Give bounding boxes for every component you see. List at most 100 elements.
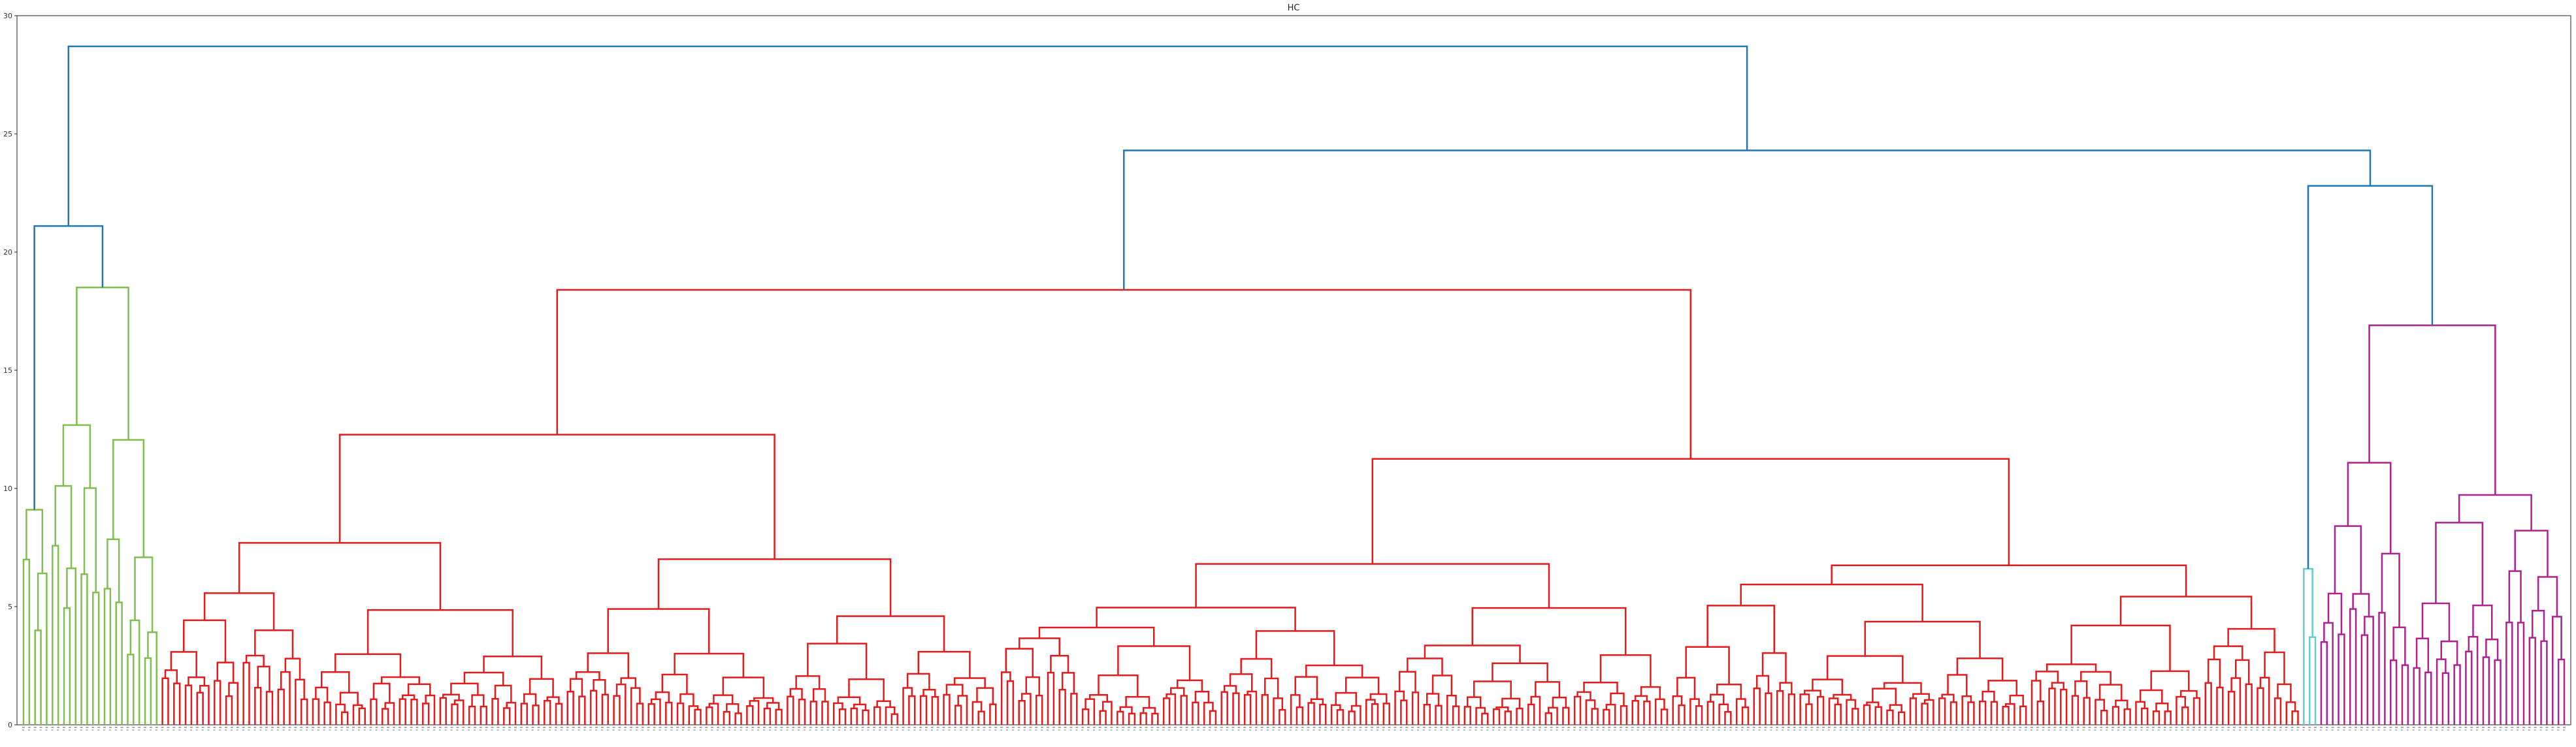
dendrogram-link xyxy=(1864,620,1981,659)
dendrogram-link xyxy=(749,700,760,725)
dendrogram-link xyxy=(1812,678,1844,695)
dendrogram-link xyxy=(468,705,476,725)
dendrogram-link xyxy=(1220,691,1228,725)
dendrogram-link xyxy=(1787,693,1796,725)
dendrogram-link xyxy=(953,677,986,688)
dendrogram-link xyxy=(890,713,898,725)
dendrogram-link xyxy=(1828,697,1839,725)
dendrogram-link xyxy=(821,701,829,725)
dendrogram-link xyxy=(471,694,485,707)
dendrogram-link xyxy=(1125,696,1150,708)
dendrogram-link xyxy=(2347,462,2392,554)
dendrogram-link xyxy=(76,287,129,440)
dendrogram-link xyxy=(1139,712,1147,725)
dendrogram-link xyxy=(1492,708,1501,725)
dendrogram-link xyxy=(381,708,389,725)
dendrogram-link xyxy=(1426,693,1440,706)
dendrogram-link xyxy=(2424,671,2432,725)
dendrogram-link xyxy=(2360,634,2369,725)
dendrogram-link xyxy=(862,709,870,725)
dendrogram-link xyxy=(33,225,104,510)
dendrogram-link xyxy=(214,680,221,725)
dendrogram-link xyxy=(1229,673,1253,691)
dendrogram-link xyxy=(795,675,821,690)
dendrogram-link xyxy=(1382,703,1390,725)
dendrogram-link xyxy=(2111,706,2120,725)
dendrogram-link xyxy=(1398,671,1416,693)
dendrogram-link xyxy=(1232,692,1240,725)
dendrogram-link xyxy=(2338,633,2345,725)
y-tick-label: 20 xyxy=(3,248,12,257)
dendrogram-link xyxy=(2368,324,2496,495)
dendrogram-link xyxy=(184,684,193,725)
dendrogram-link xyxy=(164,669,178,684)
dendrogram-link xyxy=(2152,710,2160,725)
dendrogram-link xyxy=(989,703,997,725)
dendrogram-link xyxy=(22,558,31,725)
dendrogram-link xyxy=(809,701,817,725)
dendrogram-link xyxy=(2083,697,2091,725)
dendrogram-link xyxy=(34,629,42,725)
dendrogram-link xyxy=(2364,616,2374,725)
dendrogram-link xyxy=(2392,626,2406,665)
dendrogram-link xyxy=(544,699,551,725)
dendrogram-link xyxy=(463,671,504,686)
dendrogram-link xyxy=(746,705,754,725)
dendrogram-link xyxy=(203,592,275,631)
dendrogram-link xyxy=(908,695,916,725)
dendrogram-link xyxy=(836,615,945,652)
dendrogram-link xyxy=(2176,695,2186,725)
dendrogram-link xyxy=(1119,706,1133,714)
dendrogram-link xyxy=(2213,645,2243,660)
dendrogram-link xyxy=(2413,667,2421,725)
dendrogram-link xyxy=(1365,699,1376,725)
dendrogram-link xyxy=(1912,693,1930,701)
dendrogram-link xyxy=(2307,185,2434,569)
y-tick-label: 0 xyxy=(8,721,12,729)
dendrogram-link xyxy=(798,699,806,725)
dendrogram-link xyxy=(1741,707,1750,725)
dendrogram-link xyxy=(1435,705,1443,725)
dendrogram-link xyxy=(52,545,59,725)
dendrogram-link xyxy=(242,661,250,725)
dendrogram-link xyxy=(372,682,391,703)
dendrogram-link xyxy=(676,702,685,725)
dendrogram-link xyxy=(1117,645,1191,680)
dendrogram-link xyxy=(1883,682,1922,694)
dendrogram-link xyxy=(2155,702,2169,712)
dendrogram-link xyxy=(506,701,517,725)
dendrogram-link xyxy=(546,696,560,704)
dendrogram-link xyxy=(1290,694,1301,725)
dendrogram-link xyxy=(1921,703,1929,725)
dendrogram-link xyxy=(848,678,885,701)
dendrogram-link xyxy=(425,694,436,725)
dendrogram-link xyxy=(2552,616,2562,725)
dendrogram-link xyxy=(620,677,637,688)
dendrogram-link xyxy=(593,679,606,695)
dendrogram-link xyxy=(520,703,528,725)
dendrogram-link xyxy=(807,643,868,680)
dendrogram-link xyxy=(589,690,598,725)
dendrogram-link xyxy=(734,712,742,725)
dendrogram-link xyxy=(1467,696,1482,708)
dendrogram-link xyxy=(1101,701,1113,725)
dendrogram-link xyxy=(1431,675,1453,696)
dendrogram-link xyxy=(1527,703,1535,725)
dendrogram-link xyxy=(1987,680,2017,696)
dendrogram-link xyxy=(2349,608,2357,725)
dendrogram-link xyxy=(1716,683,1742,699)
dendrogram-link xyxy=(1640,686,1661,699)
dendrogram-link xyxy=(2532,609,2545,641)
dendrogram-link xyxy=(2074,680,2088,698)
dendrogram-link xyxy=(1463,706,1471,725)
dendrogram-link xyxy=(2528,637,2536,725)
dendrogram-link xyxy=(2036,701,2044,725)
dendrogram-link xyxy=(657,558,892,616)
dendrogram-link xyxy=(280,671,291,725)
dendrogram-link xyxy=(257,665,270,692)
dendrogram-link xyxy=(2119,596,2253,629)
dendrogram-link xyxy=(922,689,936,697)
dendrogram-link xyxy=(1562,707,1570,725)
dendrogram-link xyxy=(503,707,511,725)
dendrogram-link xyxy=(2002,705,2010,725)
